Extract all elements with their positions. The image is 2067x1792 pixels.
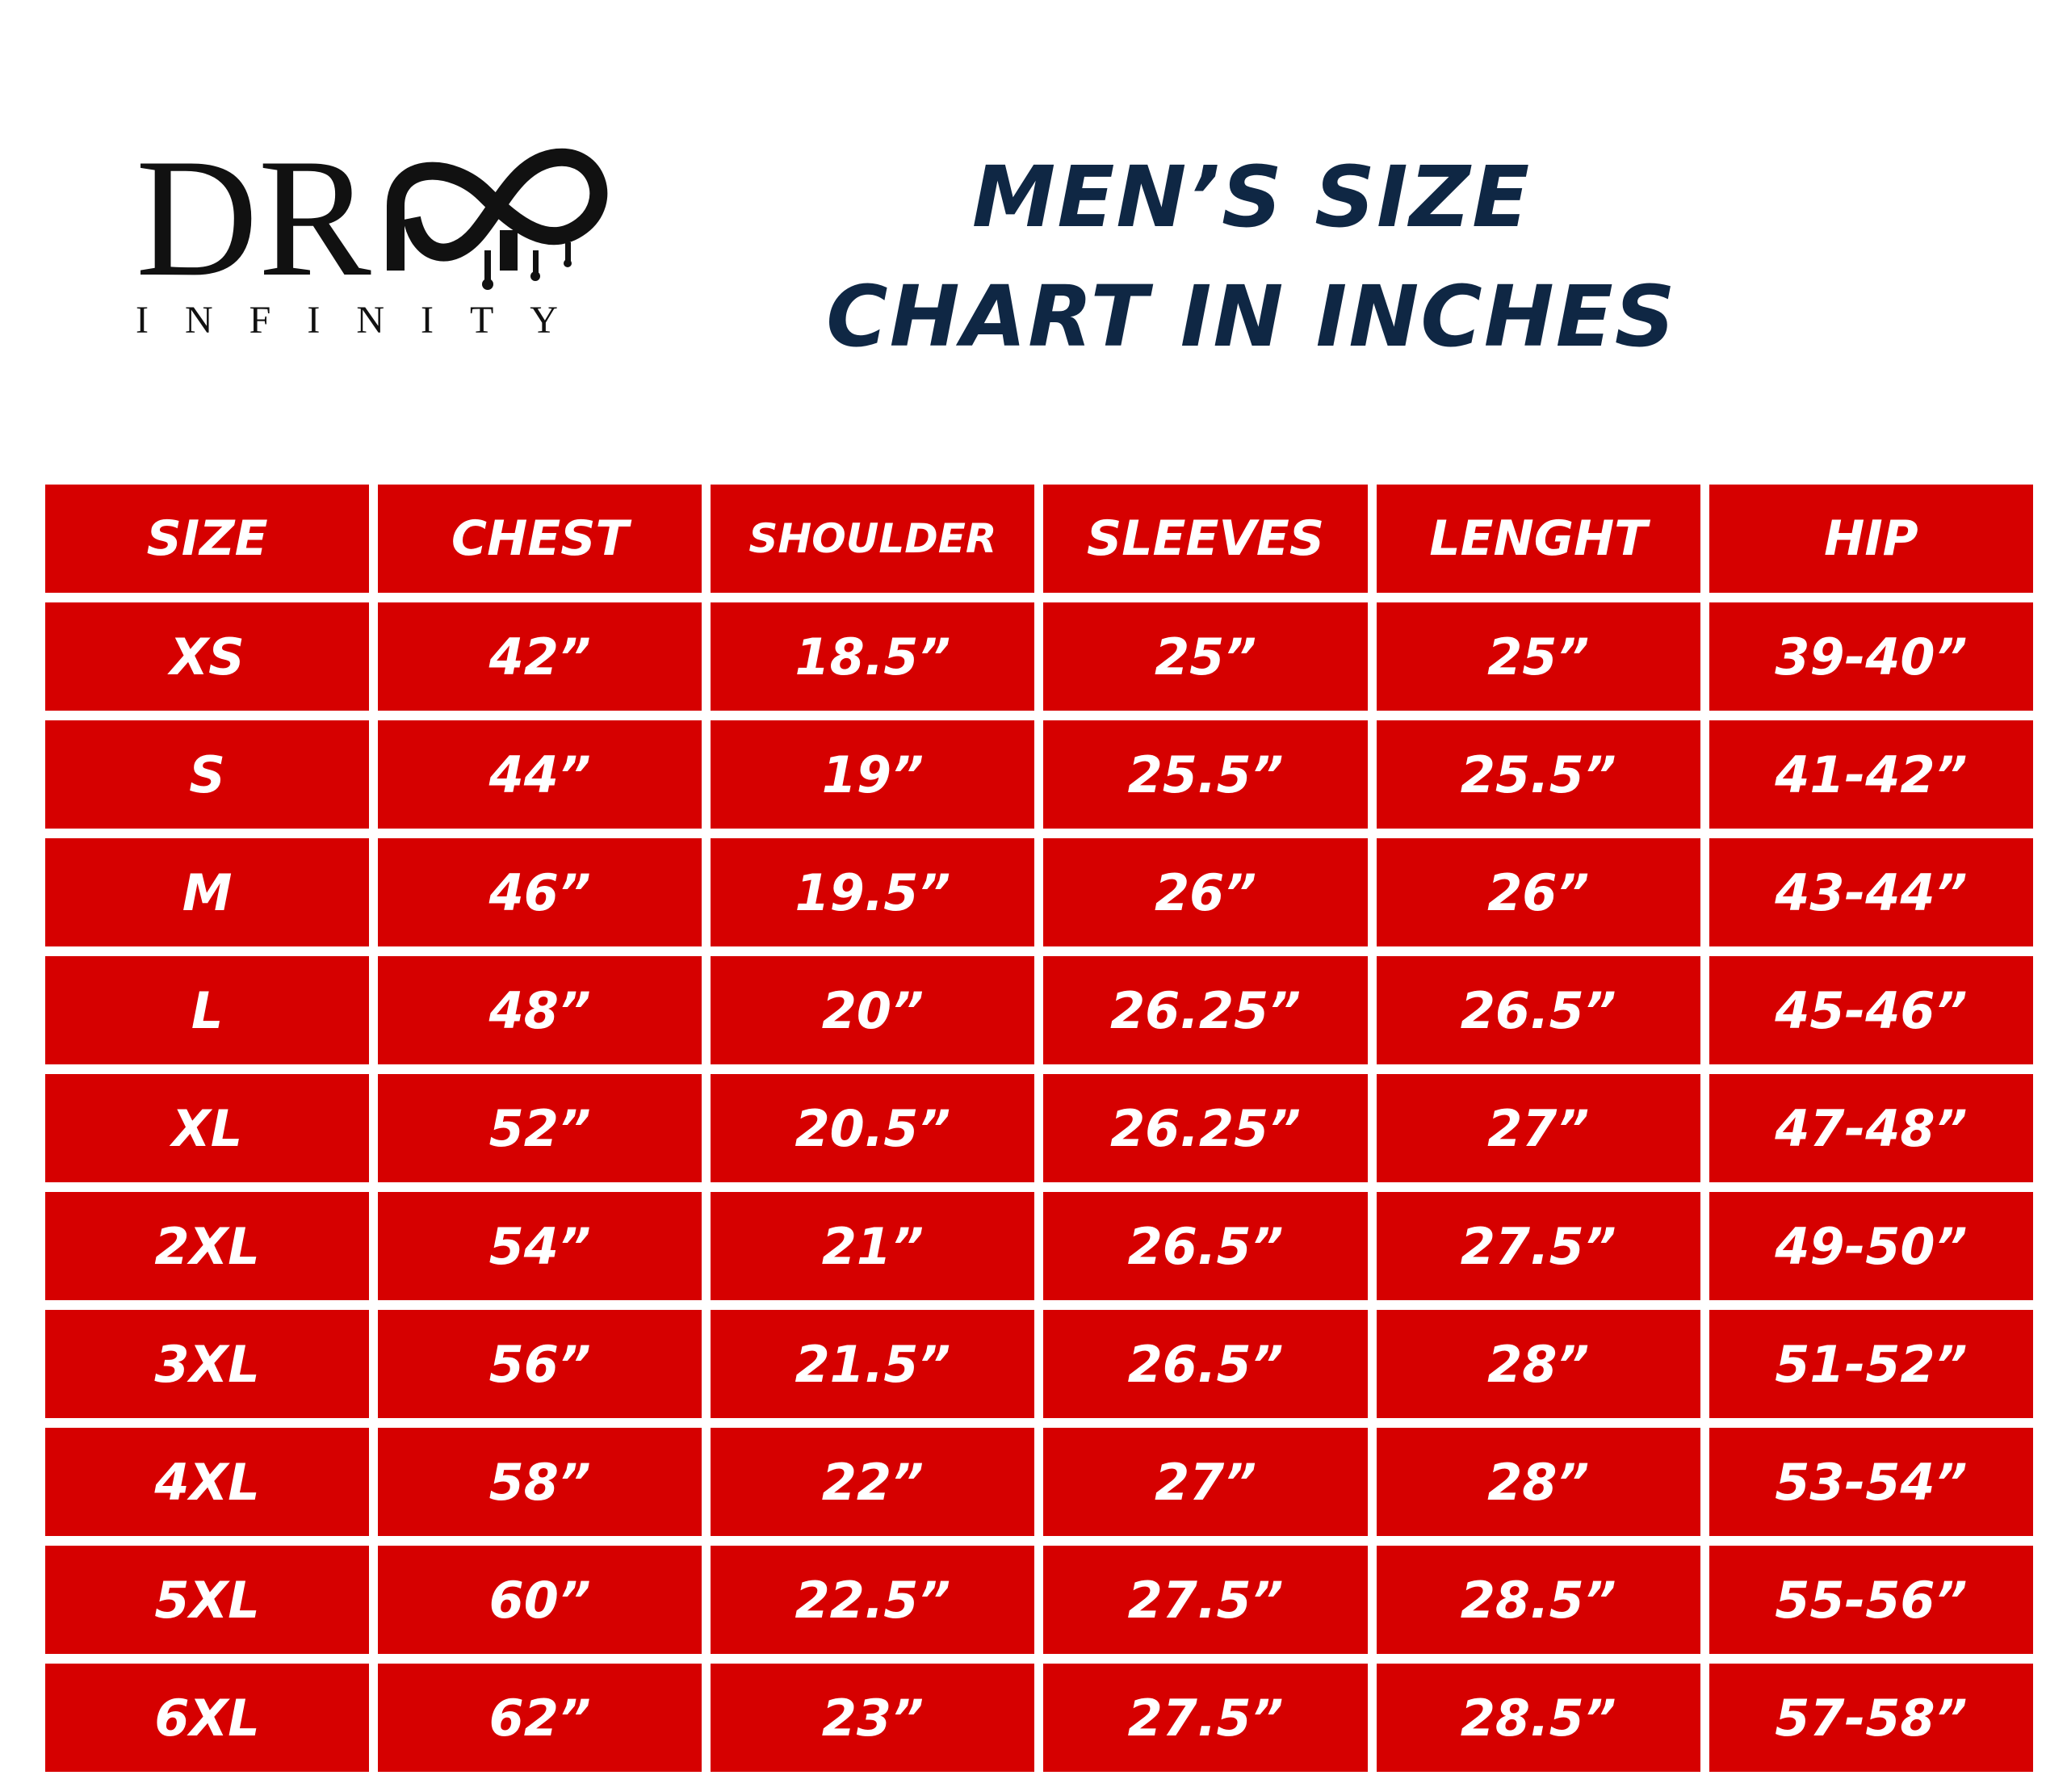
title-line: MEN’S SIZE [971, 148, 1532, 246]
measurement: 19” [711, 720, 1035, 829]
measurement: 28” [1376, 1428, 1700, 1536]
size-label: 3XL [45, 1310, 370, 1418]
measurement: 46” [378, 838, 702, 946]
size-label: 2XL [45, 1192, 370, 1300]
measurement: 62” [378, 1664, 702, 1772]
measurement: 27” [1043, 1428, 1368, 1536]
measurement: 26” [1376, 838, 1700, 946]
measurement: 27.5” [1376, 1192, 1700, 1300]
size-label: XS [45, 602, 370, 711]
measurement: 51-52” [1709, 1310, 2033, 1418]
measurement: 56” [378, 1310, 702, 1418]
measurement: 53-54” [1709, 1428, 2033, 1536]
measurement: 58” [378, 1428, 702, 1536]
logo-drips [482, 242, 572, 290]
measurement: 27.5” [1043, 1664, 1368, 1772]
title-line: CHART IN INCHES [826, 267, 1677, 366]
measurement: 52” [378, 1074, 702, 1182]
logo: DR INFINITY [136, 129, 608, 342]
measurement: 22.5” [711, 1546, 1035, 1654]
logo-wordmark: DR [136, 129, 371, 312]
measurement: 47-48” [1709, 1074, 2033, 1182]
measurement: 25.5” [1043, 720, 1368, 829]
column-header: SIZE [45, 485, 370, 593]
measurement: 49-50” [1709, 1192, 2033, 1300]
measurement: 48” [378, 956, 702, 1064]
measurement: 54” [378, 1192, 702, 1300]
measurement: 28” [1376, 1310, 1700, 1418]
measurement: 27.5” [1043, 1546, 1368, 1654]
measurement: 28.5” [1376, 1664, 1700, 1772]
column-header: CHEST [378, 485, 702, 593]
measurement: 57-58” [1709, 1664, 2033, 1772]
measurement: 22” [711, 1428, 1035, 1536]
size-label: 6XL [45, 1664, 370, 1772]
column-header: HIP [1709, 485, 2033, 593]
title: MEN’S SIZE CHART IN INCHES [775, 137, 1728, 376]
measurement: 26.25” [1043, 956, 1368, 1064]
size-table: SIZE CHEST SHOULDER SLEEVES LENGHT HIP XS 42” 18… [45, 485, 2033, 1772]
measurement: 45-46” [1709, 956, 2033, 1064]
measurement: 18.5” [711, 602, 1035, 711]
size-label: 5XL [45, 1546, 370, 1654]
measurement: 20.5” [711, 1074, 1035, 1182]
measurement: 26.5” [1376, 956, 1700, 1064]
measurement: 26.5” [1043, 1310, 1368, 1418]
measurement: 19.5” [711, 838, 1035, 946]
measurement: 21.5” [711, 1310, 1035, 1418]
measurement: 43-44” [1709, 838, 2033, 946]
measurement: 20” [711, 956, 1035, 1064]
logo-infinity [387, 148, 608, 271]
size-label: 4XL [45, 1428, 370, 1536]
logo-tagline: INFINITY [136, 299, 594, 342]
size-label: S [45, 720, 370, 829]
measurement: 55-56” [1709, 1546, 2033, 1654]
size-label: M [45, 838, 370, 946]
measurement: 21” [711, 1192, 1035, 1300]
size-label: XL [45, 1074, 370, 1182]
measurement: 25” [1376, 602, 1700, 711]
measurement: 23” [711, 1664, 1035, 1772]
measurement: 41-42” [1709, 720, 2033, 829]
measurement: 44” [378, 720, 702, 829]
column-header: SLEEVES [1043, 485, 1368, 593]
measurement: 60” [378, 1546, 702, 1654]
column-header: LENGHT [1376, 485, 1700, 593]
measurement: 28.5” [1376, 1546, 1700, 1654]
size-label: L [45, 956, 370, 1064]
measurement: 25.5” [1376, 720, 1700, 829]
measurement: 42” [378, 602, 702, 711]
measurement: 26.5” [1043, 1192, 1368, 1300]
measurement: 27” [1376, 1074, 1700, 1182]
measurement: 39-40” [1709, 602, 2033, 711]
column-header: SHOULDER [711, 485, 1035, 593]
measurement: 25” [1043, 602, 1368, 711]
measurement: 26” [1043, 838, 1368, 946]
measurement: 26.25” [1043, 1074, 1368, 1182]
